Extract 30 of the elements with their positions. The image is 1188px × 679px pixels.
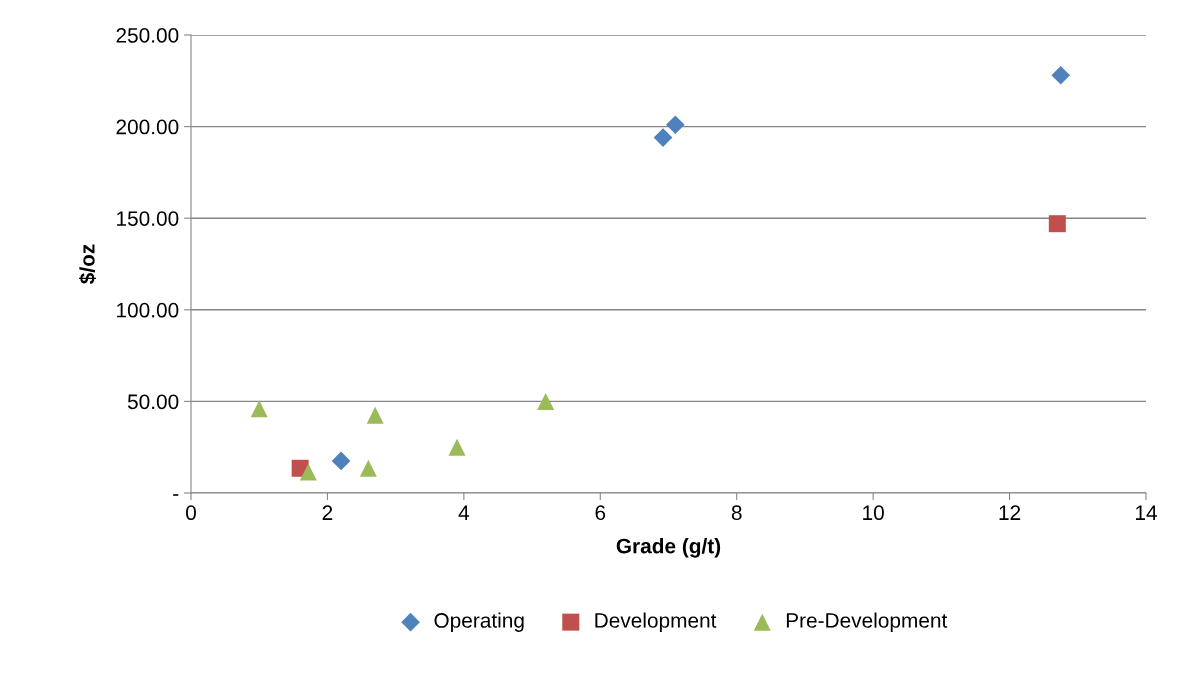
x-tick-label: 12 <box>999 505 1021 520</box>
point <box>299 463 317 481</box>
y-tick-label: 50.00 <box>127 394 179 410</box>
x-tick-label: 0 <box>186 505 196 521</box>
x-tick-label: 8 <box>731 505 742 521</box>
y-tick-label: 200.00 <box>116 119 179 135</box>
point <box>359 459 377 477</box>
x-tick-label: 10 <box>863 505 884 521</box>
y-tick-label: 250.00 <box>116 28 179 43</box>
point <box>1048 215 1066 233</box>
legend-label: Operating <box>434 612 524 632</box>
x-tick-label: 2 <box>322 505 333 520</box>
point <box>366 406 384 424</box>
point <box>1051 65 1071 85</box>
y-tick-label: 150.00 <box>117 211 179 226</box>
y-tick-label: 100.00 <box>117 302 179 318</box>
point <box>448 438 466 456</box>
point <box>537 392 555 410</box>
x-axis-title: Grade (g/t) <box>616 538 721 558</box>
x-tick-label: 4 <box>458 505 470 520</box>
y-axis-title: $/oz <box>79 244 97 284</box>
point <box>331 451 351 471</box>
point <box>666 115 685 135</box>
legend-label: Pre-Development <box>786 612 948 632</box>
legend-label: Development <box>595 612 717 632</box>
y-tick-label: - <box>173 494 179 496</box>
x-tick-label: 14 <box>1136 505 1157 520</box>
point <box>653 128 673 147</box>
x-tick-label: 6 <box>595 505 606 521</box>
point <box>250 400 268 418</box>
